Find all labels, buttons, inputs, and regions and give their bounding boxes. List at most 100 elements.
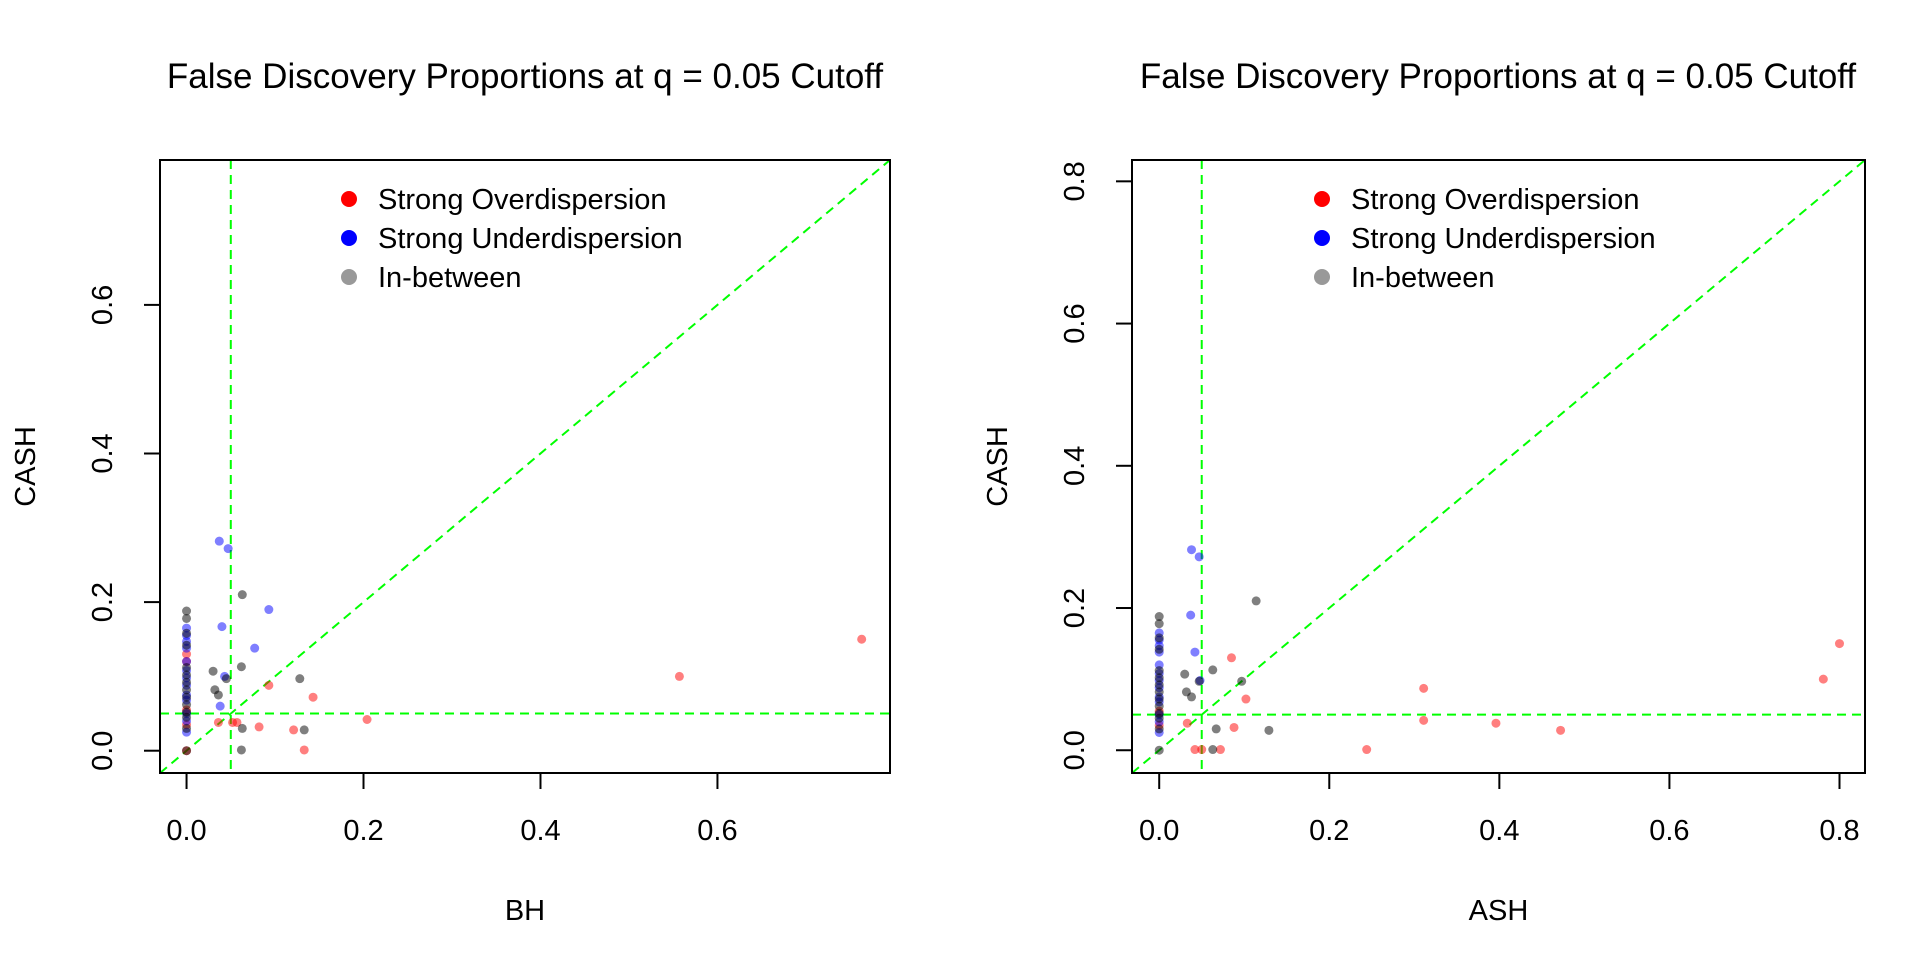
x-tick-label: 0.0 xyxy=(166,815,206,847)
x-tick-label: 0.2 xyxy=(1309,815,1349,847)
point-in-between xyxy=(1154,701,1164,711)
legend-marker-strong-overdispersion xyxy=(1314,191,1330,207)
reference-line-identity xyxy=(1132,160,1865,773)
point-strong-overdispersion xyxy=(254,722,264,732)
point-strong-overdispersion xyxy=(1419,715,1429,725)
point-strong-overdispersion xyxy=(213,717,223,727)
legend-label-strong-underdispersion: Strong Underdispersion xyxy=(378,223,683,255)
x-axis-label: BH xyxy=(505,895,545,927)
point-strong-overdispersion xyxy=(1229,722,1239,732)
legend-marker-strong-overdispersion xyxy=(341,191,357,207)
point-strong-underdispersion xyxy=(1190,647,1200,657)
legend-label-in-between: In-between xyxy=(1351,262,1495,294)
y-tick-label: 0.4 xyxy=(87,433,119,473)
point-strong-overdispersion xyxy=(1190,745,1200,755)
point-in-between xyxy=(208,666,218,676)
point-in-between xyxy=(1154,745,1164,755)
point-in-between xyxy=(182,723,192,733)
x-tick-label: 0.4 xyxy=(520,815,560,847)
legend-marker-strong-underdispersion xyxy=(341,230,357,246)
point-in-between xyxy=(1208,665,1218,675)
point-in-between xyxy=(295,674,305,684)
chart-title: False Discovery Proportions at q = 0.05 … xyxy=(1140,57,1857,96)
point-in-between xyxy=(182,712,192,722)
point-in-between xyxy=(1237,676,1247,686)
point-in-between xyxy=(182,746,192,756)
x-tick-label: 0.6 xyxy=(1649,815,1689,847)
point-strong-overdispersion xyxy=(1419,683,1429,693)
point-in-between xyxy=(1154,713,1164,723)
chart-title: False Discovery Proportions at q = 0.05 … xyxy=(167,57,884,96)
point-in-between xyxy=(1154,633,1164,643)
panel-ash-vs-cash: False Discovery Proportions at q = 0.05 … xyxy=(982,57,1866,927)
legend: Strong Overdispersion Strong Underdispers… xyxy=(341,184,683,294)
legend-marker-in-between xyxy=(341,269,357,285)
point-strong-overdispersion xyxy=(1362,745,1372,755)
point-in-between xyxy=(1264,725,1274,735)
point-in-between xyxy=(182,670,192,680)
y-tick-label: 0.2 xyxy=(87,582,119,622)
point-in-between xyxy=(221,674,231,684)
point-strong-underdispersion xyxy=(215,701,225,711)
x-tick-label: 0.8 xyxy=(1819,815,1859,847)
point-in-between xyxy=(182,700,192,710)
point-strong-overdispersion xyxy=(1818,674,1828,684)
point-strong-overdispersion xyxy=(362,715,372,725)
point-in-between xyxy=(236,745,246,755)
point-in-between xyxy=(1211,724,1221,734)
point-in-between xyxy=(1154,673,1164,683)
point-in-between xyxy=(1251,596,1261,606)
point-in-between xyxy=(182,628,192,638)
x-tick-label: 0.2 xyxy=(343,815,383,847)
point-in-between xyxy=(182,613,192,623)
legend: Strong Overdispersion Strong Underdispers… xyxy=(1314,184,1656,294)
point-in-between xyxy=(1154,619,1164,629)
point-in-between xyxy=(299,725,309,735)
point-strong-overdispersion xyxy=(228,717,238,727)
point-strong-overdispersion xyxy=(1241,694,1251,704)
point-strong-overdispersion xyxy=(1215,745,1225,755)
x-axis-label: ASH xyxy=(1469,895,1529,927)
point-in-between xyxy=(236,662,246,672)
legend-marker-in-between xyxy=(1314,269,1330,285)
point-strong-underdispersion xyxy=(1187,545,1197,555)
point-strong-overdispersion xyxy=(1182,718,1192,728)
point-in-between xyxy=(237,723,247,733)
point-strong-overdispersion xyxy=(264,680,274,690)
point-strong-underdispersion xyxy=(217,622,227,632)
point-in-between xyxy=(182,692,192,702)
y-tick-label: 0.2 xyxy=(1059,588,1091,628)
reference-line-identity xyxy=(160,160,890,773)
point-in-between xyxy=(1194,676,1204,686)
point-in-between xyxy=(1154,680,1164,690)
plot-area xyxy=(1132,160,1865,773)
point-strong-overdispersion xyxy=(1834,639,1844,649)
point-in-between xyxy=(1154,644,1164,654)
point-in-between xyxy=(1154,612,1164,622)
y-axis-label: CASH xyxy=(982,426,1014,507)
point-in-between xyxy=(182,640,192,650)
panel-bh-vs-cash: False Discovery Proportions at q = 0.05 … xyxy=(10,57,891,927)
point-strong-underdispersion xyxy=(223,544,233,554)
point-in-between xyxy=(237,590,247,600)
point-strong-underdispersion xyxy=(1186,610,1196,620)
y-tick-label: 0.6 xyxy=(1059,303,1091,343)
y-tick-label: 0.6 xyxy=(87,285,119,325)
y-tick-label: 0.8 xyxy=(1059,161,1091,201)
point-strong-overdispersion xyxy=(299,745,309,755)
legend-label-strong-overdispersion: Strong Overdispersion xyxy=(378,184,667,216)
y-axis-label: CASH xyxy=(10,426,42,507)
point-strong-overdispersion xyxy=(1226,653,1236,663)
x-tick-label: 0.6 xyxy=(697,815,737,847)
legend-marker-strong-underdispersion xyxy=(1314,230,1330,246)
point-strong-overdispersion xyxy=(674,671,684,681)
y-tick-label: 0.0 xyxy=(1059,730,1091,770)
plot-area xyxy=(160,160,890,773)
point-in-between xyxy=(1180,669,1190,679)
point-in-between xyxy=(1154,687,1164,697)
point-in-between xyxy=(1154,724,1164,734)
point-strong-overdispersion xyxy=(289,725,299,735)
point-strong-underdispersion xyxy=(264,605,274,615)
point-in-between xyxy=(213,690,223,700)
legend-label-strong-overdispersion: Strong Overdispersion xyxy=(1351,184,1640,216)
